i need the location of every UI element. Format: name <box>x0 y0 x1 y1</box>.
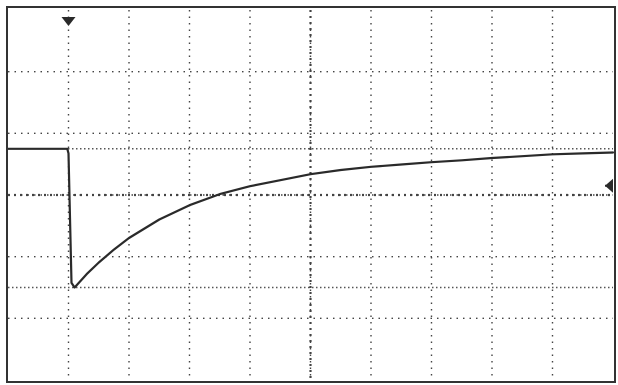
markers <box>61 17 613 193</box>
graticule <box>8 10 613 380</box>
trace-line <box>6 147 615 289</box>
signal-trace <box>6 147 615 289</box>
trigger-position-marker <box>61 17 76 26</box>
reference-lines <box>8 148 613 289</box>
screen-frame <box>6 6 616 383</box>
